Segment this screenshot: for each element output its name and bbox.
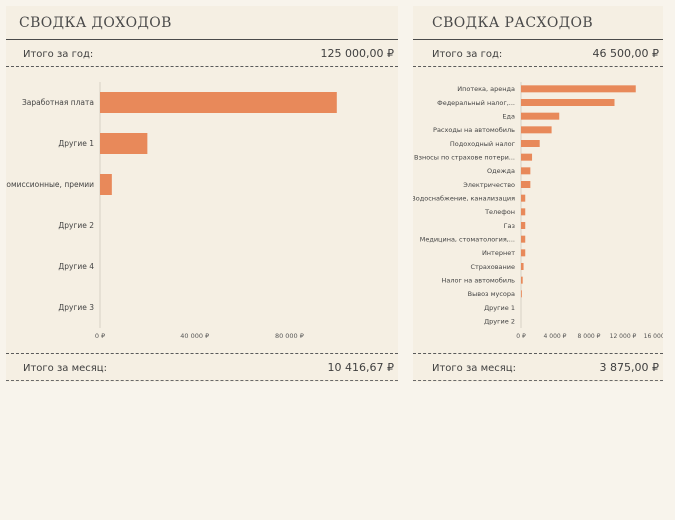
income-bar-chart: Заработная плата Другие 1 Комиссионные, пр… (6, 82, 337, 340)
x-tick-label: 40 000 ₽ (180, 332, 209, 340)
x-tick-label: 80 000 ₽ (275, 332, 304, 340)
category-label: Вывоз мусора (468, 290, 515, 298)
bar (100, 133, 148, 154)
bar (521, 167, 531, 175)
category-label: Налог на автомобиль (442, 276, 516, 284)
category-label: Другие 1 (58, 139, 94, 148)
x-tick-label: 8 000 ₽ (578, 333, 601, 340)
bar (521, 181, 531, 188)
category-label: Другие 2 (484, 317, 515, 325)
bar (521, 153, 533, 161)
bar (521, 126, 552, 134)
income-month-value: 10 416,67 ₽ (327, 361, 394, 374)
bar (521, 263, 524, 270)
category-label: Медицина, стоматология,... (420, 235, 515, 243)
bar (521, 249, 526, 257)
bar (521, 222, 526, 229)
category-label: Взносы по страхове потери... (414, 153, 515, 161)
category-label: Федеральный налог,... (437, 99, 515, 107)
divider (413, 353, 663, 354)
income-title: СВОДКА ДОХОДОВ (19, 15, 172, 31)
bar (521, 208, 526, 216)
category-label: Интернет (482, 249, 515, 257)
category-label: Страхование (470, 263, 515, 271)
divider (413, 39, 663, 40)
bar (521, 99, 615, 106)
bar (521, 276, 523, 284)
expenses-year-value: 46 500,00 ₽ (592, 47, 659, 60)
divider (6, 380, 398, 381)
x-tick-label: 16 000 ₽ (644, 333, 663, 340)
x-tick-label: 0 ₽ (95, 332, 105, 340)
bar (100, 92, 337, 113)
divider (6, 353, 398, 354)
income-year-label: Итого за год: (23, 49, 94, 60)
category-label: Одежда (487, 167, 515, 175)
divider (6, 39, 398, 40)
category-label: Ипотека, аренда (457, 85, 515, 93)
category-label: Газ (504, 222, 516, 230)
expenses-bar-chart: Ипотека, аренда Федеральный налог,... Еда Р… (413, 82, 663, 340)
category-label: Другие 1 (484, 304, 515, 312)
category-label: Другие 4 (58, 262, 94, 271)
divider (413, 66, 663, 67)
income-summary-panel: СВОДКА ДОХОДОВ Итого за год: 125 000,00 … (6, 6, 398, 382)
expenses-month-value: 3 875,00 ₽ (599, 361, 659, 374)
expenses-title: СВОДКА РАСХОДОВ (432, 15, 594, 31)
category-label: Еда (502, 112, 515, 120)
divider (413, 380, 663, 381)
bar (521, 85, 636, 93)
category-label: Электричество (463, 181, 515, 189)
x-tick-label: 4 000 ₽ (544, 333, 567, 340)
category-label: Расходы на автомобиль (433, 126, 515, 134)
category-label: Подоходный налог (450, 140, 516, 148)
x-tick-label: 12 000 ₽ (610, 333, 637, 340)
bar (521, 140, 540, 147)
expenses-summary-panel: СВОДКА РАСХОДОВ Итого за год: 46 500,00 … (413, 6, 663, 382)
category-label: Водоснабжение, канализация (413, 194, 515, 202)
category-label: Комиссионные, премии (6, 180, 94, 189)
bar (521, 112, 560, 120)
income-month-label: Итого за месяц: (23, 363, 107, 374)
income-year-value: 125 000,00 ₽ (320, 47, 394, 60)
bar (521, 194, 526, 202)
bar (521, 235, 526, 243)
bar (521, 290, 522, 298)
expenses-year-label: Итого за год: (432, 49, 503, 60)
bar (100, 174, 112, 195)
category-label: Заработная плата (22, 98, 94, 107)
category-label: Другие 2 (58, 221, 94, 230)
category-label: Другие 3 (58, 303, 94, 312)
expenses-month-label: Итого за месяц: (432, 363, 516, 374)
divider (6, 66, 398, 67)
x-tick-label: 0 ₽ (516, 333, 526, 340)
category-label: Телефон (484, 208, 515, 216)
